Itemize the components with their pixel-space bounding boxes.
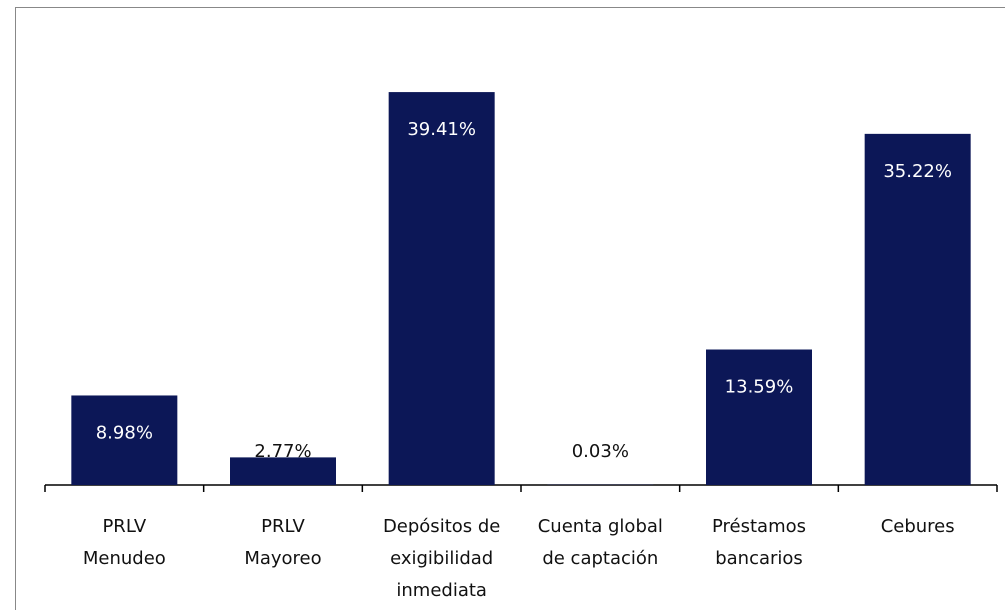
x-tick-label: PRLV Menudeo <box>82 516 166 569</box>
x-tick-label: Cebures <box>880 516 955 537</box>
x-tick-label: PRLV Mayoreo <box>244 516 322 569</box>
bar <box>706 349 812 485</box>
x-tick-label: Depósitos de exigibilidad inmediata <box>382 516 501 601</box>
bar <box>864 133 971 485</box>
data-label: 13.59% <box>725 377 794 398</box>
data-label: 0.03% <box>572 441 629 462</box>
bar <box>388 92 495 485</box>
data-label: 39.41% <box>407 119 476 140</box>
bar <box>230 457 336 485</box>
bar <box>71 395 178 485</box>
x-tick-label: Préstamos bancarios <box>711 516 806 569</box>
data-label: 35.22% <box>883 161 952 182</box>
x-tick-label: Cuenta global de captación <box>537 516 663 569</box>
data-label: 8.98% <box>96 422 153 443</box>
data-label: 2.77% <box>254 441 311 462</box>
chart-frame <box>15 7 1005 610</box>
